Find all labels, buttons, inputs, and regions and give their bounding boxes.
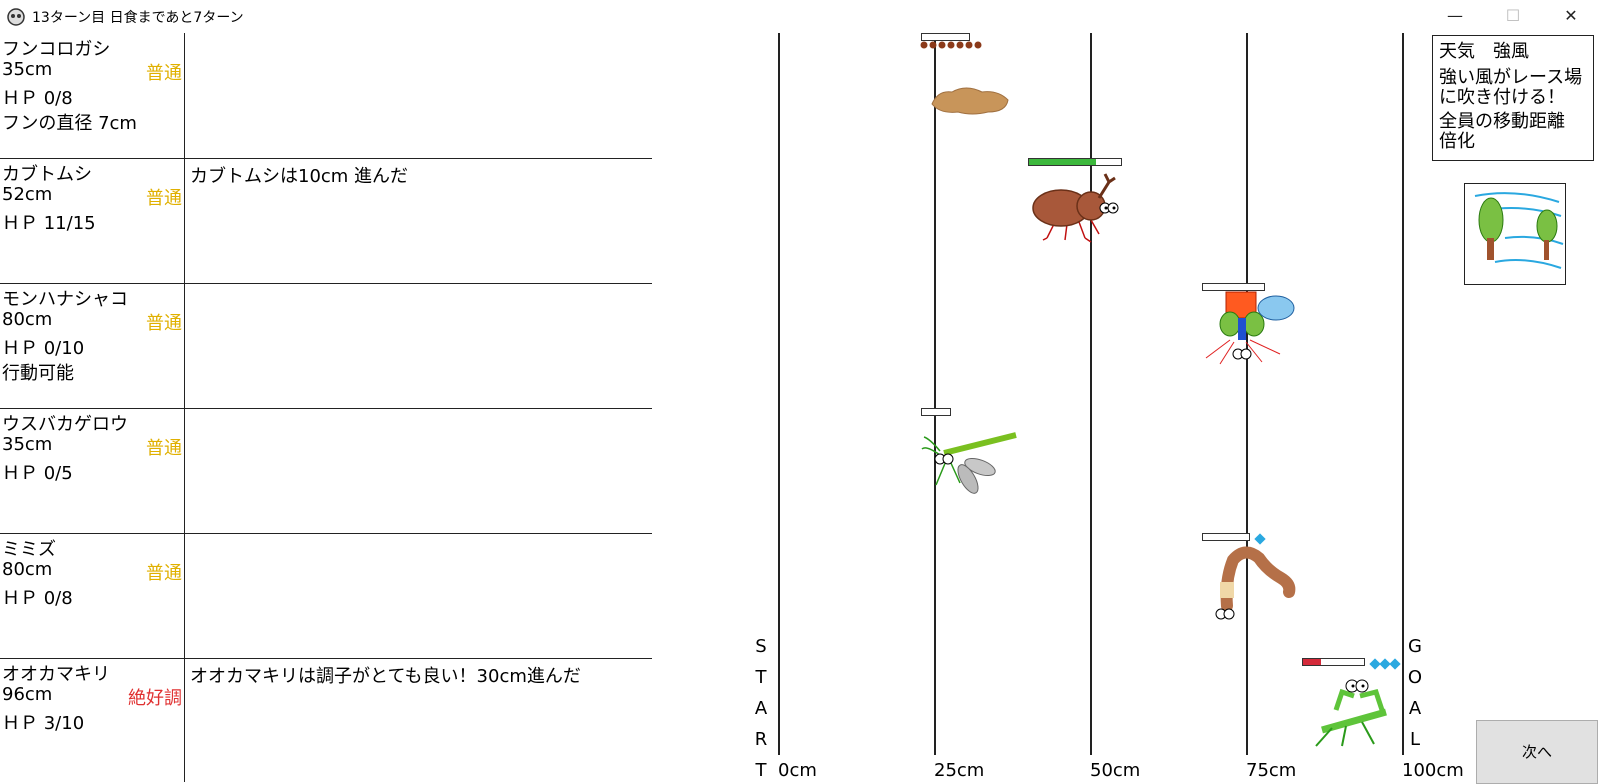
racer-status-cell: オオカマキリ 96cm 絶好調 ＨＰ 3/10 [0, 658, 185, 782]
racer-position: 80cm [2, 559, 53, 580]
racer-status-cell: ミミズ 80cm 普通 ＨＰ 0/8 [0, 533, 185, 658]
start-letter: T [755, 760, 767, 781]
app-icon [7, 8, 25, 26]
racer-name: ウスバカゲロウ [2, 414, 128, 435]
track-line-50 [1090, 33, 1092, 755]
racer-hp: ＨＰ 0/8 [2, 88, 73, 109]
goal-letter: A [1408, 698, 1422, 719]
minimize-button[interactable]: — [1447, 6, 1463, 25]
hp-bar [1202, 283, 1265, 291]
tick-label: 50cm [1090, 760, 1141, 781]
tick-label: 25cm [934, 760, 985, 781]
status-gem-icon [1389, 658, 1401, 670]
racer-condition: 普通 [146, 313, 182, 334]
weather-panel: 天気 強風 強い風がレース場 に吹き付ける！ 全員の移動距離 倍化 [1432, 35, 1594, 161]
racer-name: オオカマキリ [2, 664, 110, 685]
mantis-shrimp-sprite [1205, 291, 1295, 365]
start-letter: T [755, 667, 767, 688]
window-title: 13ターン目 日食まであと7ターン [32, 10, 244, 26]
weather-title: 天気 強風 [1439, 41, 1529, 62]
racer-name: フンコロガシ [2, 39, 111, 60]
racer-status-cell: フンコロガシ 35cm 普通 ＨＰ 0/8 フンの直径 7cm [0, 33, 185, 158]
racer-condition: 絶好調 [128, 688, 182, 709]
hp-bar-fill [1303, 659, 1322, 665]
hp-bar [1302, 658, 1365, 666]
hp-bar [921, 33, 970, 41]
hp-bar [1202, 533, 1250, 541]
racer-hp: ＨＰ 3/10 [2, 713, 85, 734]
goal-letter: O [1407, 667, 1423, 688]
weather-effect-1: 全員の移動距離 [1439, 111, 1565, 132]
weather-desc-2: に吹き付ける！ [1439, 87, 1565, 108]
track-line-100 [1402, 33, 1404, 755]
weather-desc-1: 強い風がレース場 [1439, 67, 1583, 88]
hp-bar [1028, 158, 1122, 166]
racer-position: 35cm [2, 434, 53, 455]
racer-row: オオカマキリ 96cm 絶好調 ＨＰ 3/10 オオカマキリは調子がとても良い！… [0, 658, 652, 782]
next-button[interactable]: 次へ [1476, 720, 1598, 784]
dung-beetle-sprite [920, 41, 1009, 115]
tick-label: 100cm [1402, 760, 1464, 781]
goal-letter: L [1409, 729, 1421, 750]
racer-hp: ＨＰ 0/5 [2, 463, 73, 484]
hp-bar-fill [1029, 159, 1097, 165]
racer-condition: 普通 [146, 188, 182, 209]
racer-name: カブトムシ [2, 164, 92, 185]
racer-row: フンコロガシ 35cm 普通 ＨＰ 0/8 フンの直径 7cm [0, 33, 652, 159]
start-letter: A [754, 698, 768, 719]
racer-condition: 普通 [146, 63, 182, 84]
weather-effect-2: 倍化 [1439, 131, 1475, 152]
racer-status-cell: カブトムシ 52cm 普通 ＨＰ 11/15 [0, 158, 185, 283]
racer-extra: 行動可能 [2, 363, 74, 384]
racer-name: ミミズ [2, 539, 56, 560]
racer-row: ウスバカゲロウ 35cm 普通 ＨＰ 0/5 [0, 408, 652, 534]
racer-condition: 普通 [146, 563, 182, 584]
start-letter: S [755, 636, 767, 657]
hp-bar [921, 408, 951, 416]
antlion-sprite [921, 432, 1017, 494]
track-line-0 [778, 33, 780, 755]
tick-label: 75cm [1246, 760, 1297, 781]
racer-status-cell: ウスバカゲロウ 35cm 普通 ＨＰ 0/5 [0, 408, 185, 533]
racer-log: オオカマキリは調子がとても良い！30cm進んだ [190, 666, 581, 687]
racer-name: モンハナシャコ [2, 289, 128, 310]
racer-status-cell: モンハナシャコ 80cm 普通 ＨＰ 0/10 行動可能 [0, 283, 185, 408]
racer-position: 35cm [2, 59, 53, 80]
racer-hp: ＨＰ 0/8 [2, 588, 73, 609]
racer-position: 80cm [2, 309, 53, 330]
racer-row: モンハナシャコ 80cm 普通 ＨＰ 0/10 行動可能 [0, 283, 652, 409]
goal-letter: G [1408, 636, 1422, 657]
close-button[interactable]: ✕ [1564, 6, 1578, 25]
racer-extra: フンの直径 7cm [2, 113, 137, 134]
track-line-25 [934, 33, 936, 755]
racer-hp: ＨＰ 11/15 [2, 213, 96, 234]
title-bar: 13ターン目 日食まであと7ターン — ☐ ✕ [0, 0, 1602, 32]
racer-row: カブトムシ 52cm 普通 ＨＰ 11/15 カブトムシは10cm 進んだ [0, 158, 652, 284]
track-line-75 [1246, 33, 1248, 755]
mantis-sprite [1315, 679, 1387, 747]
tick-label: 0cm [778, 760, 817, 781]
racer-condition: 普通 [146, 438, 182, 459]
racer-log: カブトムシは10cm 進んだ [190, 166, 409, 187]
start-letter: R [754, 729, 768, 750]
strong-wind-icon [1464, 183, 1566, 285]
racer-row: ミミズ 80cm 普通 ＨＰ 0/8 [0, 533, 652, 659]
racer-hp: ＨＰ 0/10 [2, 338, 85, 359]
racer-position: 96cm [2, 684, 53, 705]
maximize-button[interactable]: ☐ [1505, 6, 1521, 25]
rhino-beetle-sprite [1032, 173, 1119, 243]
earthworm-sprite [1215, 546, 1296, 620]
racer-position: 52cm [2, 184, 53, 205]
